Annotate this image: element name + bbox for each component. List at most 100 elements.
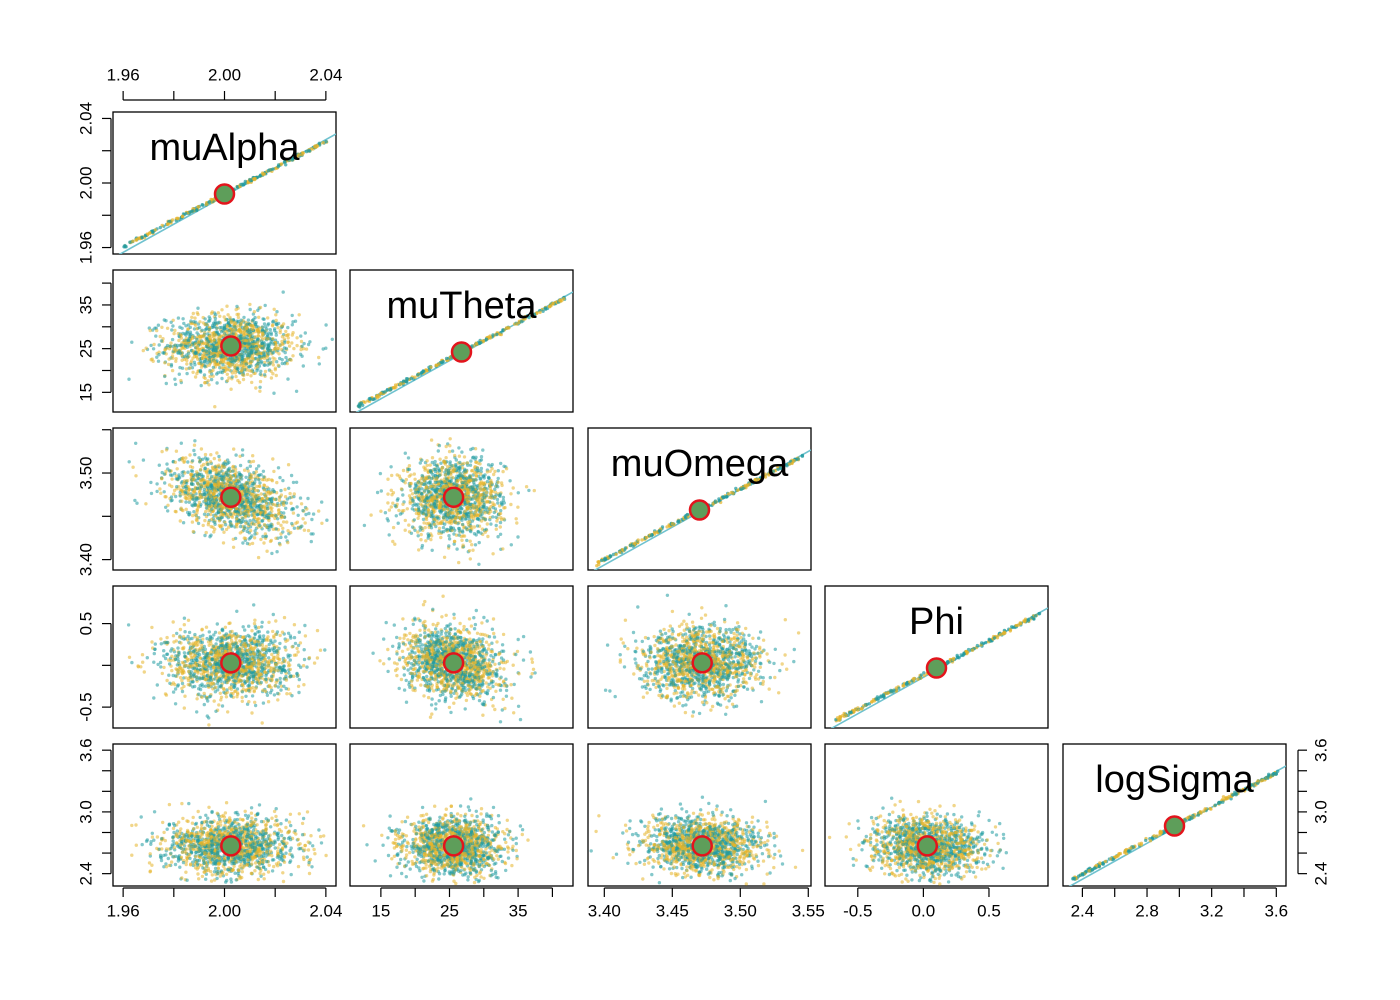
data-point — [189, 326, 192, 329]
data-point — [284, 330, 287, 333]
data-point — [295, 505, 298, 508]
data-point — [191, 371, 194, 374]
data-point — [225, 528, 228, 531]
data-point — [253, 310, 256, 313]
data-point — [304, 513, 307, 516]
data-point — [258, 481, 261, 484]
data-point — [174, 461, 177, 464]
data-point — [212, 530, 215, 533]
data-point — [255, 346, 258, 349]
data-point — [270, 514, 273, 517]
data-point — [198, 501, 201, 504]
data-point — [203, 513, 206, 516]
data-point — [189, 363, 192, 366]
data-point — [443, 556, 446, 559]
data-point — [152, 347, 155, 350]
data-point — [163, 375, 166, 378]
data-point — [241, 373, 244, 376]
data-point — [246, 542, 249, 545]
data-point — [268, 362, 271, 365]
data-point — [274, 368, 277, 371]
data-point — [259, 538, 262, 541]
data-point — [291, 314, 294, 317]
data-point — [269, 349, 272, 352]
data-point — [203, 373, 206, 376]
data-point — [253, 340, 256, 343]
data-point — [268, 511, 271, 514]
data-point — [204, 491, 207, 494]
data-point — [163, 473, 166, 476]
data-point — [286, 334, 289, 337]
data-point — [241, 517, 244, 520]
data-point — [180, 500, 183, 503]
data-point — [168, 345, 171, 348]
data-point — [281, 479, 284, 482]
data-point — [277, 504, 280, 507]
data-point — [250, 476, 253, 479]
data-point — [185, 359, 188, 362]
data-point — [390, 474, 393, 477]
data-point — [167, 363, 170, 366]
data-point — [251, 454, 254, 457]
data-point — [130, 341, 133, 344]
data-point — [213, 405, 216, 408]
data-point — [224, 473, 227, 476]
data-point — [144, 502, 147, 505]
data-point — [213, 482, 216, 485]
data-point — [287, 487, 290, 490]
data-point — [209, 490, 212, 493]
data-point — [493, 511, 496, 514]
data-point — [212, 325, 215, 328]
data-point — [263, 344, 266, 347]
data-point — [272, 363, 275, 366]
data-point — [206, 483, 209, 486]
data-point — [185, 508, 188, 511]
data-point — [264, 370, 267, 373]
data-point — [209, 453, 212, 456]
data-point — [179, 519, 182, 522]
data-point — [164, 506, 167, 509]
data-point — [242, 378, 245, 381]
data-point — [155, 482, 158, 485]
panel-muOmega-vs-muTheta — [350, 428, 573, 570]
data-point — [225, 305, 228, 308]
data-point — [300, 345, 303, 348]
data-point — [267, 352, 270, 355]
data-point — [221, 484, 224, 487]
data-point — [203, 534, 206, 537]
data-point — [178, 373, 181, 376]
data-point — [307, 512, 310, 515]
data-point — [217, 464, 220, 467]
data-point — [493, 470, 496, 473]
data-point — [252, 512, 255, 515]
data-point — [242, 354, 245, 357]
data-point — [438, 458, 441, 461]
data-point — [160, 339, 163, 342]
data-point — [478, 462, 481, 465]
data-point — [281, 358, 284, 361]
data-point — [230, 358, 233, 361]
data-point — [213, 354, 216, 357]
data-point — [287, 463, 290, 466]
data-point — [152, 360, 155, 363]
data-point — [242, 333, 245, 336]
data-point — [213, 346, 216, 349]
data-point — [384, 511, 387, 514]
data-point — [266, 337, 269, 340]
data-point — [193, 439, 196, 442]
data-point — [213, 468, 216, 471]
data-point — [172, 492, 175, 495]
data-point — [299, 496, 302, 499]
data-point — [310, 518, 313, 521]
data-point — [257, 464, 260, 467]
data-point — [271, 457, 274, 460]
data-point — [247, 365, 250, 368]
data-point — [218, 326, 221, 329]
data-point — [163, 490, 166, 493]
data-point — [191, 498, 194, 501]
data-point — [298, 313, 301, 316]
data-point — [272, 490, 275, 493]
data-point — [240, 474, 243, 477]
data-point — [266, 323, 269, 326]
data-point — [247, 318, 250, 321]
